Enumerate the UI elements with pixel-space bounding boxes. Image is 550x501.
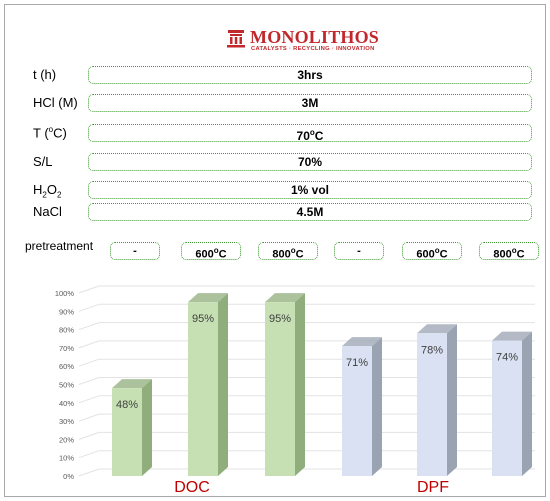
gridline-side bbox=[78, 395, 100, 404]
logo-tagline: CATALYSTS · RECYCLING · INNOVATION bbox=[251, 46, 375, 52]
gridline-side bbox=[78, 413, 100, 422]
y-tick-label: 20% bbox=[59, 435, 74, 444]
pretreatment-label: pretreatment bbox=[25, 239, 94, 253]
bar-side bbox=[372, 337, 382, 476]
y-tick-label: 70% bbox=[59, 344, 74, 353]
pretreatment-value: - bbox=[110, 242, 160, 260]
y-tick-label: 0% bbox=[63, 472, 74, 481]
y-tick-label: 10% bbox=[59, 454, 74, 463]
data-label: 74% bbox=[496, 352, 518, 364]
logo-name: MONOLITHOS bbox=[250, 27, 380, 47]
pretreatment-value: 800oC bbox=[479, 242, 539, 261]
y-tick-label: 90% bbox=[59, 307, 74, 316]
param-value-temperature: 70oC bbox=[88, 124, 532, 143]
bar-top bbox=[265, 293, 305, 303]
bar bbox=[188, 302, 218, 476]
bar-side bbox=[218, 293, 228, 476]
param-value-hcl: 3M bbox=[88, 94, 532, 112]
param-label-time: t (h) bbox=[33, 67, 57, 82]
gridline-side bbox=[78, 322, 100, 331]
gridline-side bbox=[78, 285, 100, 294]
y-tick-label: 80% bbox=[59, 326, 74, 335]
leaching-efficiency-chart: 0% 10% 20% 30% 40% 50% 60% 70% 80% 90% 100% 48% 95% 9… bbox=[55, 285, 535, 496]
bar bbox=[265, 302, 295, 476]
bar-side bbox=[142, 379, 152, 476]
bar-top bbox=[492, 331, 532, 341]
bar bbox=[492, 340, 522, 476]
param-label-h2o2: H2O2 bbox=[33, 182, 62, 200]
param-label-sl-ratio: S/L bbox=[33, 154, 53, 169]
pretreatment-value: 600oC bbox=[402, 242, 462, 261]
bar-top bbox=[417, 324, 457, 334]
bar-top bbox=[342, 337, 382, 347]
gridline-side bbox=[78, 450, 100, 459]
bar-side bbox=[295, 293, 305, 476]
data-label: 95% bbox=[192, 313, 214, 325]
bar-top bbox=[188, 293, 228, 303]
bar-side bbox=[447, 324, 457, 476]
gridline-side bbox=[78, 340, 100, 349]
bar-side bbox=[522, 331, 532, 476]
param-label-temperature: T (oC) bbox=[33, 125, 67, 141]
gridline-side bbox=[78, 358, 100, 367]
y-tick-label: 60% bbox=[59, 362, 74, 371]
data-label: 78% bbox=[421, 344, 443, 356]
pretreatment-value: 600oC bbox=[181, 242, 241, 261]
figure-frame: MONOLITHOS CATALYSTS · RECYCLING · INNOV… bbox=[4, 4, 546, 497]
group-label-dpf: DPF bbox=[417, 479, 449, 496]
gridline-side bbox=[78, 431, 100, 440]
y-tick-label: 50% bbox=[59, 381, 74, 390]
param-value-h2o2: 1% vol bbox=[88, 181, 532, 199]
data-label: 95% bbox=[269, 313, 291, 325]
pretreatment-value: - bbox=[334, 242, 384, 260]
bar-top bbox=[112, 379, 152, 389]
group-label-doc: DOC bbox=[174, 479, 210, 496]
gridline-side bbox=[78, 468, 100, 477]
y-tick-label: 30% bbox=[59, 417, 74, 426]
y-tick-label: 100% bbox=[55, 289, 75, 298]
param-label-nacl: NaCl bbox=[33, 204, 62, 219]
param-value-nacl: 4.5M bbox=[88, 203, 532, 221]
y-tick-label: 40% bbox=[59, 399, 74, 408]
bar bbox=[342, 346, 372, 476]
param-label-hcl: HCl (M) bbox=[33, 95, 78, 110]
pretreatment-value: 800oC bbox=[258, 242, 318, 261]
building-logo-icon bbox=[227, 30, 245, 48]
data-label: 71% bbox=[346, 357, 368, 369]
gridline-side bbox=[78, 303, 100, 312]
param-value-sl-ratio: 70% bbox=[88, 153, 532, 171]
bar bbox=[417, 333, 447, 476]
param-value-time: 3hrs bbox=[88, 66, 532, 84]
bar bbox=[112, 388, 142, 476]
gridline-side bbox=[78, 377, 100, 385]
data-label: 48% bbox=[116, 399, 138, 411]
